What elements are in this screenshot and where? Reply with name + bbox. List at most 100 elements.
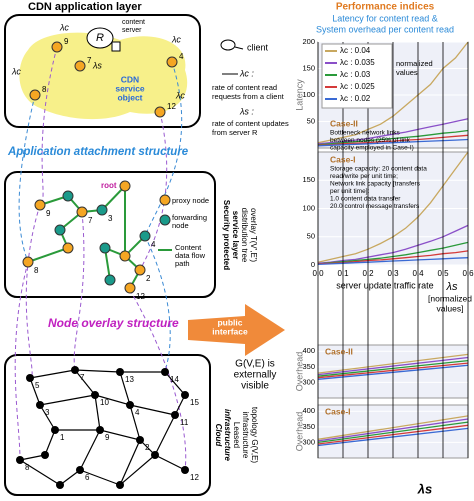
node-label: 3 bbox=[108, 214, 113, 223]
node-label: 10 bbox=[100, 398, 109, 407]
infra-edge bbox=[74, 369, 96, 396]
proxy-node bbox=[62, 242, 74, 254]
legend-flow-text: Content bbox=[175, 243, 202, 252]
legend-client: client bbox=[247, 42, 269, 52]
node-label: 1 bbox=[60, 433, 65, 442]
node-label: 9 bbox=[46, 209, 51, 218]
legend-label: λc : 0.02 bbox=[340, 94, 371, 103]
rate-label: λc bbox=[175, 90, 185, 100]
proxy-node bbox=[119, 180, 131, 192]
public-interface: public bbox=[217, 317, 242, 327]
node-label: 2 bbox=[146, 274, 151, 283]
node-label: 11 bbox=[180, 418, 189, 427]
x-axis-unit: [normalized bbox=[428, 293, 472, 303]
node-label: 4 bbox=[151, 240, 156, 249]
x-tick-label: 0.6 bbox=[462, 269, 474, 278]
infrastructure-title: Cloud bbox=[214, 424, 223, 448]
infra-node bbox=[91, 391, 99, 399]
annotation-note: per unit time]: bbox=[330, 188, 370, 195]
annotation-note: Bottleneck network links bbox=[330, 130, 400, 137]
x-tick-label: 0.5 bbox=[437, 269, 449, 278]
connector bbox=[14, 261, 29, 461]
node-label: 12 bbox=[190, 473, 199, 482]
y-tick-label: 350 bbox=[302, 422, 315, 431]
y-tick-label: 300 bbox=[302, 377, 315, 386]
y-tick-label: 300 bbox=[302, 437, 315, 446]
rate-label: λs bbox=[92, 60, 102, 70]
service-object: CDN bbox=[121, 74, 139, 84]
infra-edge bbox=[119, 371, 131, 406]
app-layer-title: CDN application layer bbox=[28, 1, 142, 13]
connector bbox=[144, 61, 183, 237]
service-layer-title: overlay T(V',E') bbox=[249, 208, 258, 262]
legend-label: λc : 0.025 bbox=[340, 82, 375, 91]
infra-node bbox=[116, 368, 124, 376]
infrastructure-title: infrastructure bbox=[223, 409, 232, 462]
infra-edge bbox=[59, 469, 81, 486]
infra-edge bbox=[29, 369, 76, 379]
infra-node bbox=[41, 451, 49, 459]
node-label: 14 bbox=[170, 375, 179, 384]
legend-forwarding-text: node bbox=[172, 221, 189, 230]
legend-note: normalized bbox=[396, 59, 433, 68]
legend-lambda-s: λs : bbox=[239, 106, 254, 116]
node-label: 3 bbox=[45, 408, 50, 417]
y-axis-label: Overhead bbox=[294, 352, 304, 392]
infra-edge bbox=[164, 371, 186, 396]
infra-edge bbox=[79, 469, 121, 486]
infra-node bbox=[26, 374, 34, 382]
annotation-note: capacity employed in Case-I) bbox=[330, 145, 414, 152]
node-label: 8 bbox=[42, 85, 47, 94]
forwarding-node bbox=[99, 242, 111, 254]
node-label: 7 bbox=[88, 216, 93, 225]
node-label: 9 bbox=[105, 433, 110, 442]
proxy-node bbox=[76, 206, 88, 218]
infra-edge bbox=[129, 404, 176, 416]
infra-edge bbox=[119, 439, 141, 486]
legend-proxy-text: proxy node bbox=[172, 196, 209, 205]
infra-node bbox=[181, 391, 189, 399]
y-tick-label: 400 bbox=[302, 346, 315, 355]
forwarding-node bbox=[139, 230, 151, 242]
infra-node bbox=[36, 401, 44, 409]
annotation-note: 20.0 control message transfers bbox=[330, 203, 420, 210]
legend-proxy bbox=[159, 194, 171, 206]
visibility: G(V,E) is bbox=[235, 359, 275, 370]
legend-desc: from server R bbox=[212, 128, 258, 137]
infra-edge bbox=[154, 454, 186, 471]
service-object: service bbox=[115, 83, 145, 93]
y-axis-label: Latency bbox=[294, 79, 304, 111]
infra-node bbox=[71, 366, 79, 374]
client-node bbox=[166, 56, 178, 68]
infra-node bbox=[126, 401, 134, 409]
forwarding-node bbox=[54, 224, 66, 236]
legend-forwarding bbox=[159, 214, 171, 226]
infra-node bbox=[96, 426, 104, 434]
infra-edge bbox=[119, 454, 156, 486]
public-interface-arrow bbox=[188, 304, 285, 356]
y-axis-label: Overhead bbox=[294, 412, 304, 452]
legend-flow-text: data flow bbox=[175, 251, 206, 260]
infra-edge bbox=[39, 394, 96, 406]
perf-title: Performance indices bbox=[336, 2, 435, 13]
node-label: 4 bbox=[135, 408, 140, 417]
flow-edge bbox=[101, 185, 126, 211]
legend-lambda-c: λc : bbox=[239, 68, 254, 78]
infra-edge bbox=[94, 394, 131, 406]
x-axis-label: λs bbox=[417, 481, 432, 496]
annotation-note: read/write per unit time; bbox=[330, 173, 398, 180]
annotation-note: Network link capacity [transfers bbox=[330, 181, 421, 188]
y-tick-label: 50 bbox=[307, 116, 315, 125]
flow-edge bbox=[27, 247, 69, 263]
service-object: object bbox=[117, 92, 142, 102]
connector bbox=[73, 211, 85, 371]
infra-edge bbox=[29, 377, 41, 406]
x-tick-label: 0.1 bbox=[337, 269, 349, 278]
x-tick-label: 0.3 bbox=[387, 269, 399, 278]
server bbox=[86, 27, 114, 49]
connector bbox=[129, 289, 187, 471]
server-text: content bbox=[122, 19, 145, 26]
node-label: 12 bbox=[167, 102, 176, 111]
client-node bbox=[29, 89, 41, 101]
